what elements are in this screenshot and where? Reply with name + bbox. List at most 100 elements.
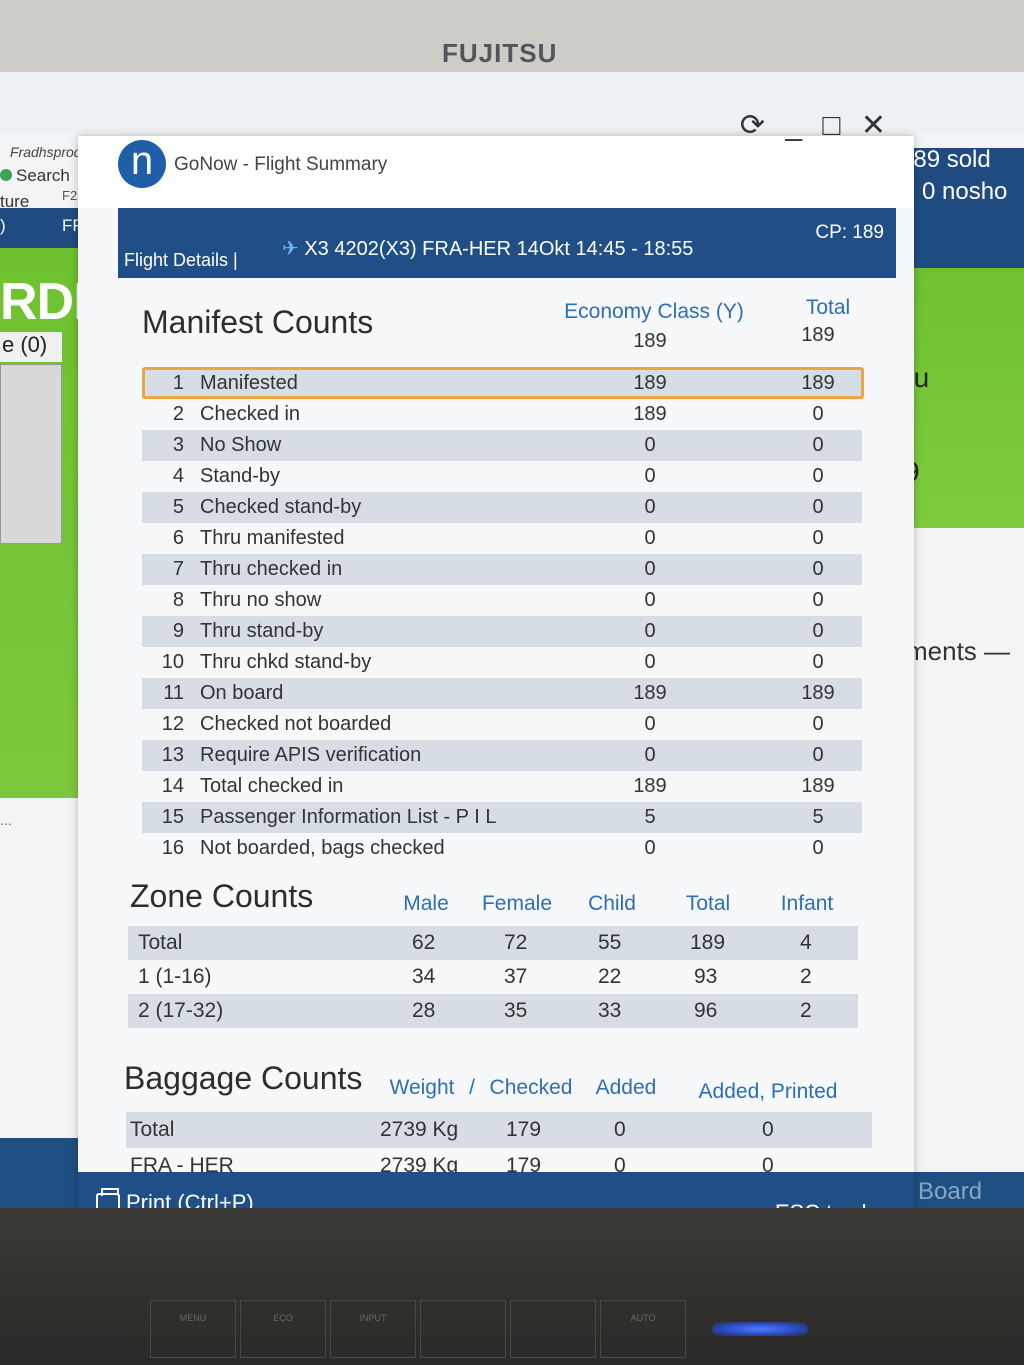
row-label: Thru chkd stand-by xyxy=(200,651,372,673)
bg-list-box xyxy=(0,364,62,544)
cp-count: CP: 189 xyxy=(815,222,884,243)
row-economy: 0 xyxy=(644,558,656,580)
zone-col-male: Male xyxy=(403,892,449,915)
zone-label: Total xyxy=(138,931,183,954)
zone-col-child: Child xyxy=(588,892,636,915)
bg-f2-label: F2 xyxy=(62,188,78,203)
baggage-added: 0 xyxy=(614,1154,626,1177)
baggage-weight: 2739 Kg xyxy=(380,1118,459,1141)
row-economy: 189 xyxy=(633,775,667,797)
row-economy: 0 xyxy=(644,744,656,766)
table-row[interactable]: 12 Checked not boarded 0 0 xyxy=(142,709,862,740)
row-economy: 0 xyxy=(644,465,656,487)
baggage-added-printed: 0 xyxy=(762,1118,774,1141)
table-row[interactable]: 13 Require APIS verification 0 0 xyxy=(142,740,862,771)
row-number: 3 xyxy=(172,434,184,456)
status-dot-icon xyxy=(0,169,12,181)
row-number: 1 xyxy=(172,372,184,394)
row-number: 8 xyxy=(172,589,184,611)
zone-total: 189 xyxy=(690,931,726,954)
monitor-volume-button[interactable] xyxy=(420,1300,506,1358)
table-row[interactable]: Total 62 72 55 189 4 xyxy=(128,926,858,960)
row-label: Checked in xyxy=(200,403,301,425)
table-row[interactable]: 2 Checked in 189 0 xyxy=(142,399,862,430)
flight-info-text: X3 4202(X3) FRA-HER 14Okt 14:45 - 18:55 xyxy=(304,238,694,260)
row-label: Thru no show xyxy=(200,589,322,611)
baggage-weight: 2739 Kg xyxy=(380,1154,459,1177)
baggage-added: 0 xyxy=(614,1118,626,1141)
table-row[interactable]: 1 Manifested 189 189 xyxy=(142,368,862,399)
power-led-icon xyxy=(712,1322,808,1336)
monitor-auto-button[interactable]: AUTO xyxy=(600,1300,686,1358)
row-economy: 0 xyxy=(644,527,656,549)
row-label: Passenger Information List - P I L xyxy=(200,806,497,828)
row-total: 0 xyxy=(812,837,824,859)
table-row[interactable]: 10 Thru chkd stand-by 0 0 xyxy=(142,647,862,678)
row-economy: 189 xyxy=(633,403,667,425)
table-row[interactable]: 14 Total checked in 189 189 xyxy=(142,771,862,802)
table-row[interactable]: 8 Thru no show 0 0 xyxy=(142,585,862,616)
row-economy: 0 xyxy=(644,713,656,735)
bg-ments-label: ments — xyxy=(906,636,1011,666)
row-economy: 0 xyxy=(644,496,656,518)
row-label: Checked not boarded xyxy=(200,713,392,735)
row-economy: 0 xyxy=(644,651,656,673)
zone-female: 72 xyxy=(504,931,528,954)
row-label: Require APIS verification xyxy=(200,744,422,766)
window-controls[interactable]: ⟳ _ □ ✕ xyxy=(739,109,892,142)
row-number: 6 xyxy=(172,527,184,549)
baggage-col-checked: Checked xyxy=(489,1076,573,1099)
print-label: Print (Ctrl+P) xyxy=(126,1190,254,1210)
flight-summary-dialog: n GoNow - Flight Summary ⟳ _ □ ✕ Flight … xyxy=(78,109,914,1210)
table-row[interactable]: 2 (17-32) 28 35 33 96 2 xyxy=(128,994,858,1028)
row-number: 2 xyxy=(172,403,184,425)
table-row[interactable]: 7 Thru checked in 0 0 xyxy=(142,554,862,585)
table-row[interactable]: 15 Passenger Information List - P I L 5 5 xyxy=(142,802,862,833)
table-row[interactable]: FRA - HER 2739 Kg 179 0 0 xyxy=(126,1148,872,1184)
table-row[interactable]: 1 (1-16) 34 37 22 93 2 xyxy=(128,960,858,994)
baggage-col-added-printed: Added, Printed xyxy=(698,1080,838,1103)
row-label: Not boarded, bags checked xyxy=(200,837,445,859)
baggage-counts-title: Baggage Counts xyxy=(124,1060,363,1096)
monitor-brightness-button[interactable] xyxy=(510,1300,596,1358)
table-row[interactable]: 4 Stand-by 0 0 xyxy=(142,461,862,492)
baggage-col-weight: Weight xyxy=(389,1076,455,1099)
bg-sold-count: 189 sold xyxy=(900,146,991,173)
row-economy: 0 xyxy=(644,620,656,642)
print-button[interactable]: Print (Ctrl+P) xyxy=(96,1188,254,1210)
row-total: 0 xyxy=(812,403,824,425)
bg-queue-count: e (0) xyxy=(0,332,62,362)
manifest-table: 1 Manifested 189 189 2 Checked in 189 0 3 No Sh… xyxy=(142,368,868,864)
dialog-footer: Print (Ctrl+P) ESC to close xyxy=(78,1172,914,1210)
table-row[interactable]: 11 On board 189 189 xyxy=(142,678,862,709)
baggage-added-printed: 0 xyxy=(762,1154,774,1177)
screen: Fradhsprod79, A Search ture F2 ) FRA-H R… xyxy=(0,72,1024,1210)
zone-child: 33 xyxy=(598,999,622,1022)
monitor-input-button[interactable]: INPUT xyxy=(330,1300,416,1358)
row-economy: 0 xyxy=(644,837,656,859)
row-total: 0 xyxy=(812,744,824,766)
monitor-eco-button[interactable]: ECO xyxy=(240,1300,326,1358)
table-row[interactable]: 6 Thru manifested 0 0 xyxy=(142,523,862,554)
row-total: 0 xyxy=(812,496,824,518)
table-row[interactable]: 5 Checked stand-by 0 0 xyxy=(142,492,862,523)
row-economy: 0 xyxy=(644,589,656,611)
row-economy: 189 xyxy=(633,682,667,704)
zone-child: 22 xyxy=(598,965,622,988)
baggage-col-added: Added xyxy=(595,1076,657,1099)
row-number: 4 xyxy=(172,465,184,487)
bg-board-button[interactable]: Board xyxy=(914,1172,1024,1210)
gonow-logo-icon: n xyxy=(118,140,166,188)
manifest-summary-row: 189 189 xyxy=(142,312,864,352)
table-row[interactable]: 3 No Show 0 0 xyxy=(142,430,862,461)
bg-search-button[interactable]: Search xyxy=(0,166,70,186)
zone-male: 62 xyxy=(412,931,436,954)
app-title: GoNow - Flight Summary xyxy=(174,154,388,175)
table-row[interactable]: Total 2739 Kg 179 0 0 xyxy=(126,1112,872,1148)
table-row[interactable]: 9 Thru stand-by 0 0 xyxy=(142,616,862,647)
airline-logo-icon: ✈ xyxy=(282,238,299,260)
zone-infant: 2 xyxy=(800,999,812,1022)
table-row[interactable]: 16 Not boarded, bags checked 0 0 xyxy=(142,833,862,864)
monitor-menu-button[interactable]: MENU xyxy=(150,1300,236,1358)
esc-close-button[interactable]: ESC to close xyxy=(775,1200,902,1210)
